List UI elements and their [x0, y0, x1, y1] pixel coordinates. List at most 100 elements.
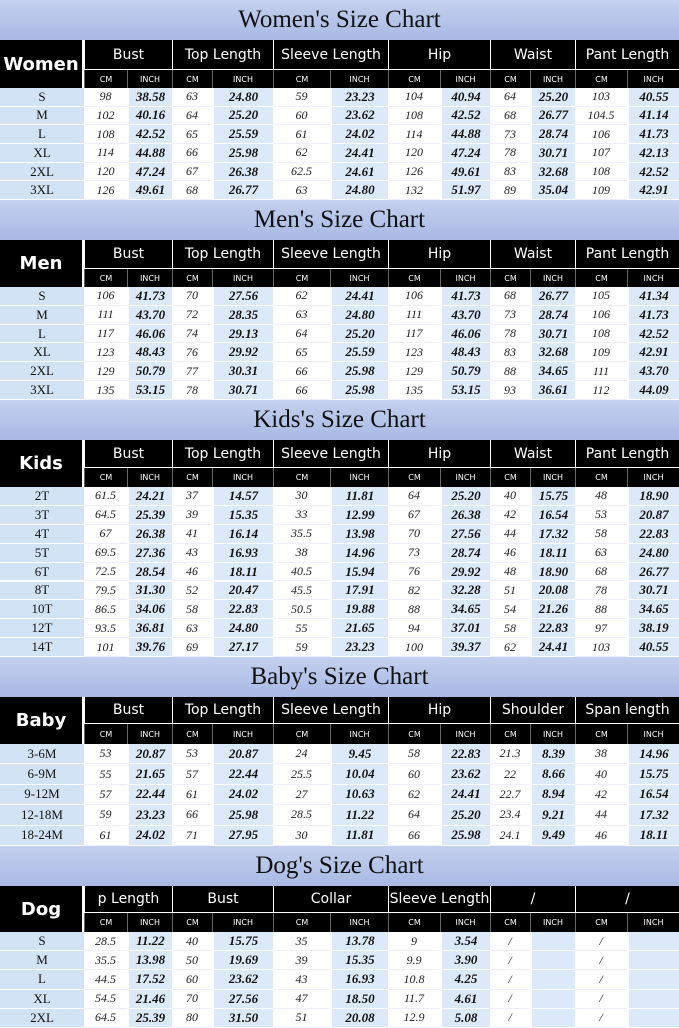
inch-value: 17.32 — [530, 524, 575, 544]
column-header: Waist — [490, 240, 575, 269]
inch-value: 30.71 — [212, 381, 273, 400]
inch-value: 51.97 — [440, 181, 490, 200]
cm-value: 21.3 — [490, 744, 530, 765]
inch-value: 23.23 — [330, 638, 388, 658]
cm-value: 46 — [490, 543, 530, 563]
size-label: M — [0, 951, 84, 971]
cm-value: 72 — [172, 305, 212, 325]
cm-value: 64.5 — [84, 505, 127, 525]
inch-value: 44.88 — [127, 144, 172, 163]
inch-value: 17.91 — [330, 581, 388, 601]
inch-value: 15.75 — [530, 487, 575, 506]
inch-value: 40.94 — [440, 88, 490, 107]
inch-value: 31.30 — [127, 581, 172, 601]
inch-value: 14.96 — [627, 744, 679, 765]
cm-value: 39 — [273, 951, 330, 971]
unit-label: CM — [172, 468, 212, 487]
unit-label: CM — [172, 724, 212, 744]
cm-value: 63 — [273, 181, 330, 200]
unit-label: INCH — [212, 269, 273, 287]
inch-value: 24.80 — [330, 181, 388, 200]
inch-value: 24.80 — [330, 305, 388, 325]
size-label: 2XL — [0, 162, 84, 182]
inch-value: 4.61 — [440, 989, 490, 1009]
cm-value: 41 — [172, 524, 212, 544]
inch-value: 10.63 — [330, 784, 388, 806]
section-label: Kids — [0, 440, 84, 487]
inch-value: 16.54 — [627, 784, 679, 806]
size-label: 3T — [0, 505, 84, 525]
cm-value: 104 — [388, 88, 440, 107]
inch-value: 42.13 — [627, 144, 679, 163]
inch-value: 32.68 — [530, 343, 575, 363]
unit-label: INCH — [530, 269, 575, 287]
size-label: L — [0, 324, 84, 344]
cm-value: 50.5 — [273, 600, 330, 620]
cm-value: 60 — [273, 106, 330, 126]
column-header: Top Length — [172, 440, 273, 468]
cm-value: 66 — [388, 825, 440, 846]
unit-label: CM — [388, 70, 440, 88]
cm-value: 22.7 — [490, 784, 530, 806]
inch-value: 15.35 — [330, 951, 388, 971]
empty-cell — [530, 1008, 575, 1028]
inch-value: 18.11 — [212, 562, 273, 582]
inch-value: 25.20 — [330, 324, 388, 344]
size-label: XL — [0, 989, 84, 1009]
inch-value: 40.16 — [127, 106, 172, 126]
cm-value: 101 — [84, 638, 127, 658]
column-header: Pant Length — [575, 440, 679, 468]
cm-value: 37 — [172, 487, 212, 506]
inch-value: 23.62 — [212, 970, 273, 990]
inch-value: 16.54 — [530, 505, 575, 525]
cm-value: 111 — [388, 305, 440, 325]
empty-cell — [530, 989, 575, 1009]
cm-value: / — [575, 932, 627, 952]
size-label: 3XL — [0, 381, 84, 400]
inch-value: 34.65 — [627, 600, 679, 620]
inch-value: 17.52 — [127, 970, 172, 990]
inch-value: 27.95 — [212, 825, 273, 846]
inch-value: 10.04 — [330, 764, 388, 785]
column-header: Waist — [490, 40, 575, 70]
cm-value: 28.5 — [273, 805, 330, 826]
cm-value: 68 — [172, 181, 212, 200]
section-title: Baby's Size Chart — [0, 657, 679, 697]
inch-value: 24.41 — [530, 638, 575, 658]
inch-value: 26.38 — [212, 162, 273, 182]
inch-value: 29.13 — [212, 324, 273, 344]
inch-value: 24.80 — [212, 88, 273, 107]
size-label: 6T — [0, 562, 84, 582]
cm-value: / — [490, 1008, 530, 1028]
column-header: Bust — [84, 697, 172, 724]
inch-value: 28.74 — [530, 305, 575, 325]
inch-value: 8.39 — [530, 744, 575, 765]
cm-value: 65 — [172, 125, 212, 144]
column-header: Pant Length — [575, 240, 679, 269]
inch-value: 38.58 — [127, 88, 172, 107]
cm-value: 132 — [388, 181, 440, 200]
column-header: Pant Length — [575, 40, 679, 70]
unit-label: INCH — [627, 269, 679, 287]
inch-value: 24.80 — [627, 543, 679, 563]
inch-value: 25.59 — [330, 343, 388, 363]
inch-value: 25.20 — [440, 487, 490, 506]
inch-value: 49.61 — [127, 181, 172, 200]
inch-value: 53.15 — [127, 381, 172, 400]
cm-value: 76 — [172, 343, 212, 363]
column-header: Span length — [575, 697, 679, 724]
column-header: Bust — [172, 886, 273, 913]
cm-value: 78 — [575, 581, 627, 601]
cm-value: 109 — [575, 343, 627, 363]
inch-value: 27.56 — [212, 989, 273, 1009]
size-label: M — [0, 305, 84, 325]
cm-value: 135 — [388, 381, 440, 400]
cm-value: 57 — [172, 764, 212, 785]
inch-value: 14.96 — [330, 543, 388, 563]
cm-value: 25.5 — [273, 764, 330, 785]
unit-label: CM — [388, 468, 440, 487]
unit-label: INCH — [212, 913, 273, 932]
cm-value: 35 — [273, 932, 330, 952]
inch-value: 4.25 — [440, 970, 490, 990]
column-header: Bust — [84, 240, 172, 269]
